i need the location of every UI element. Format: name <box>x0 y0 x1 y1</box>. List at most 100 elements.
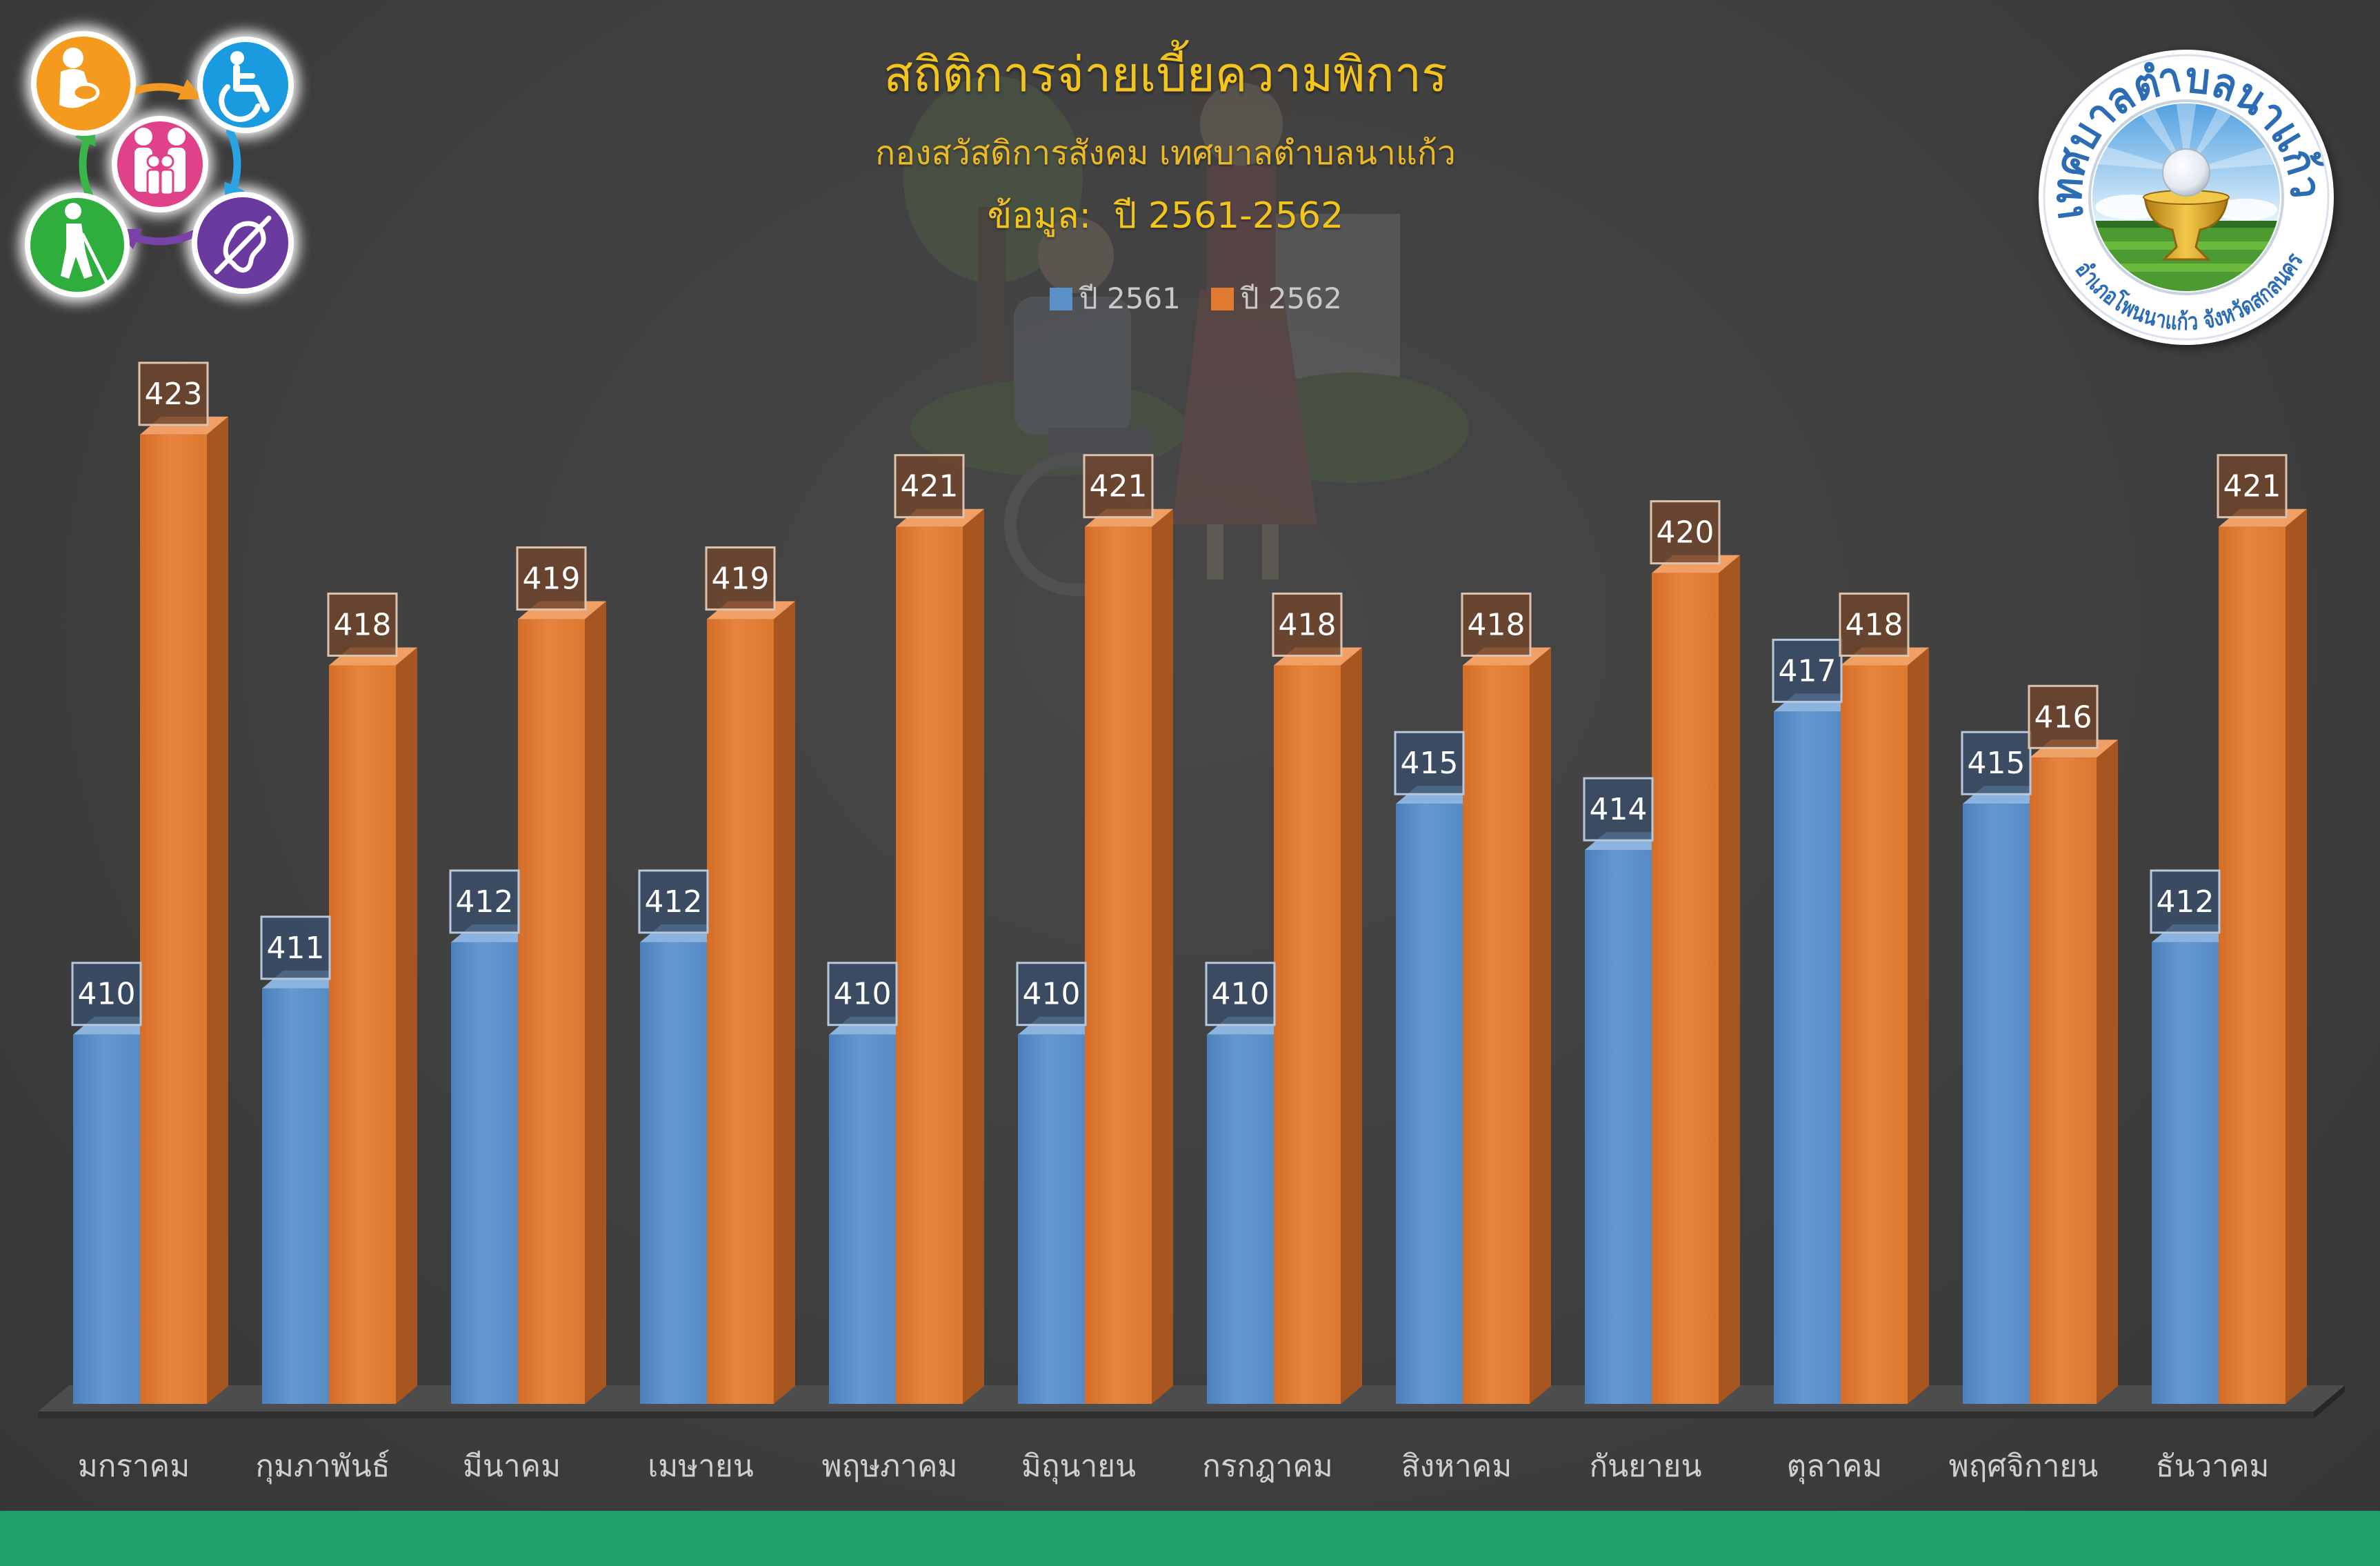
floor-side <box>2314 1385 2345 1418</box>
data-label-value: 410 <box>78 977 136 1012</box>
figure-head <box>1038 217 1114 293</box>
data-label-series-2-month-1: 423 <box>138 361 209 426</box>
data-label-value: 417 <box>1779 653 1837 688</box>
bush-left <box>910 379 1186 476</box>
x-tick-label-11: พฤศจิกายน <box>1949 1449 2099 1484</box>
municipality-seal-logo: เทศบาลตำบลนาแก้ว อำเภอโพนนาแก้ว จังหวัดส… <box>2039 50 2336 348</box>
data-label-series-2-month-7: 418 <box>1272 592 1343 657</box>
data-label-box <box>1839 592 1910 657</box>
data-label-box <box>1961 731 2032 795</box>
data-label-box <box>1772 638 1843 703</box>
figure-torso <box>1014 297 1131 435</box>
chart-floor <box>38 1385 2345 1418</box>
bar-front-face <box>2152 942 2219 1404</box>
data-label-box <box>1650 500 1721 565</box>
data-label-box <box>1083 454 1154 519</box>
data-label-box <box>2028 684 2099 749</box>
data-labels-layer: 410 423 411 418 412 419 412 419 410 421 410 421 410 4… <box>71 361 2288 1027</box>
building <box>1241 214 1400 435</box>
bar-front-face <box>2030 757 2097 1404</box>
data-label-value: 411 <box>267 931 325 966</box>
bar-front-face <box>707 619 774 1405</box>
background-illustration <box>903 66 1469 596</box>
icon-adult-head <box>168 128 186 146</box>
data-label-series-1-month-10: 417 <box>1772 638 1843 703</box>
legend-item-series-2: ปี 2562 <box>1210 276 1342 321</box>
bar-front-face <box>2219 526 2286 1404</box>
blind-person-icon <box>25 192 130 297</box>
data-label-box <box>638 869 709 934</box>
sun-ray <box>2176 103 2197 171</box>
data-label-value: 414 <box>1590 792 1648 827</box>
bar-front-face <box>1841 665 1908 1404</box>
girl-leg-left <box>1207 524 1223 579</box>
bar-side-face <box>585 601 606 1405</box>
floor-top <box>38 1385 2345 1411</box>
data-label-value: 410 <box>1023 977 1081 1012</box>
x-tick-label-10: ตุลาคม <box>1787 1449 1883 1485</box>
bar-series-2-month-6 <box>1085 508 1173 1404</box>
bush-right <box>1234 373 1469 483</box>
data-label-value: 418 <box>1846 607 1903 642</box>
data-label-value: 419 <box>712 562 770 597</box>
arrow-bottom <box>117 228 197 250</box>
family-icon <box>112 116 208 212</box>
data-label-box <box>894 454 965 519</box>
x-tick-label-4: เมษายน <box>648 1449 754 1484</box>
arrow-right <box>224 128 246 208</box>
data-label-box <box>1272 592 1343 657</box>
bar-series-2-month-10 <box>1841 647 1929 1404</box>
golden-bowl <box>2143 196 2229 261</box>
data-label-box <box>2150 869 2221 934</box>
data-label-series-2-month-4: 419 <box>705 546 776 611</box>
icon-baby <box>71 82 100 103</box>
data-label-value: 412 <box>645 884 703 920</box>
bar-front-face <box>1085 526 1152 1404</box>
data-label-series-2-month-10: 418 <box>1839 592 1910 657</box>
data-label-series-1-month-11: 415 <box>1961 731 2032 795</box>
data-label-value: 421 <box>1090 469 1148 504</box>
icon-slash <box>214 215 272 275</box>
bar-front-face <box>518 619 585 1405</box>
data-label-series-1-month-8: 415 <box>1394 731 1465 795</box>
data-label-box <box>1461 592 1532 657</box>
data-label-box <box>327 592 398 657</box>
data-label-series-1-month-12: 412 <box>2150 869 2221 934</box>
data-label-series-1-month-6: 410 <box>1016 962 1087 1027</box>
legend-item-series-1: ปี 2561 <box>1050 276 1181 321</box>
icon-body <box>61 224 92 279</box>
disability-welfare-logo <box>19 26 299 303</box>
bar-series-2-month-12 <box>2219 508 2307 1404</box>
chart-title: สถิติการจ่ายเบี้ยความพิการ <box>883 46 1448 103</box>
x-tick-label-8: สิงหาคม <box>1401 1449 1512 1484</box>
data-label-value: 421 <box>2223 469 2281 504</box>
icon-cane <box>81 232 110 286</box>
girl-head <box>1200 83 1283 166</box>
bar-front-face <box>1463 665 1530 1404</box>
legend: ปี 2561 ปี 2562 <box>1050 276 1372 321</box>
x-tick-label-12: ธันวาคม <box>2156 1449 2270 1484</box>
data-label-series-1-month-3: 412 <box>449 869 520 934</box>
pregnant-woman-icon <box>31 31 136 136</box>
girl-torso <box>1207 166 1276 297</box>
bar-series-2-month-1 <box>140 416 228 1404</box>
data-label-value: 418 <box>1279 607 1337 642</box>
data-label-series-2-month-9: 420 <box>1650 500 1721 565</box>
deaf-icon <box>192 192 294 294</box>
tree-canopy <box>903 76 1083 283</box>
bar-front-face <box>451 942 518 1404</box>
icon-child-head <box>146 154 161 169</box>
bar-front-face <box>896 526 963 1404</box>
data-label-box <box>1205 962 1276 1027</box>
data-label-box <box>1394 731 1465 795</box>
data-label-series-2-month-8: 418 <box>1461 592 1532 657</box>
bar-front-face <box>1652 573 1719 1404</box>
data-label-series-1-month-7: 410 <box>1205 962 1276 1027</box>
x-tick-label-3: มีนาคม <box>463 1449 561 1484</box>
data-label-series-1-month-2: 411 <box>260 915 331 980</box>
bar-front-face <box>73 1034 140 1404</box>
icon-head <box>65 203 81 219</box>
arrow-left <box>74 121 96 201</box>
legend-swatch-series-2 <box>1210 287 1234 310</box>
data-label-series-1-month-9: 414 <box>1583 777 1654 842</box>
